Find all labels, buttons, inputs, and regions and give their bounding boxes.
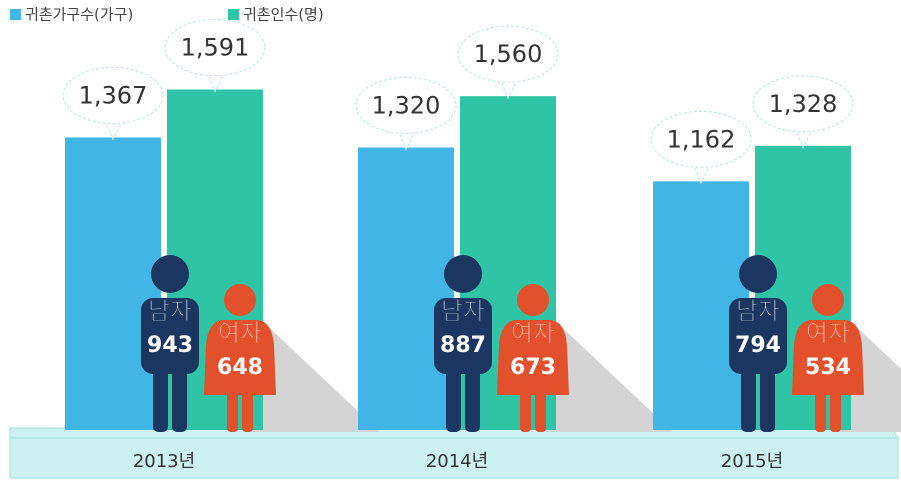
head bbox=[224, 284, 256, 316]
callout bbox=[499, 77, 519, 100]
legend-swatch bbox=[10, 9, 21, 20]
value-label: 1,328 bbox=[769, 90, 838, 118]
leg bbox=[465, 360, 480, 432]
bar bbox=[358, 147, 454, 430]
torso bbox=[141, 298, 199, 374]
head bbox=[739, 255, 777, 293]
head bbox=[151, 255, 189, 293]
leg bbox=[830, 390, 841, 432]
legend-label: 귀촌가구수(가구) bbox=[25, 6, 133, 24]
dress bbox=[497, 320, 569, 395]
x-tick-label: 2014년 bbox=[426, 451, 488, 472]
value-label: 1,560 bbox=[474, 40, 543, 68]
man-figure bbox=[434, 255, 492, 432]
leg bbox=[520, 390, 531, 432]
callout bbox=[397, 129, 417, 151]
figure-label: 여자 bbox=[218, 319, 262, 347]
figure-value: 673 bbox=[510, 355, 556, 380]
head bbox=[812, 284, 844, 316]
leg bbox=[242, 390, 253, 432]
callout bbox=[206, 71, 226, 93]
figure-shadow bbox=[533, 300, 673, 432]
dress bbox=[792, 320, 864, 395]
figure-label: 여자 bbox=[806, 319, 850, 347]
head bbox=[444, 255, 482, 293]
value-label: 1,367 bbox=[79, 81, 148, 109]
leg bbox=[172, 360, 187, 432]
figure-value: 648 bbox=[217, 355, 263, 380]
woman-figure bbox=[497, 284, 569, 432]
figure-label: 남자 bbox=[148, 297, 192, 325]
bar bbox=[65, 137, 161, 430]
head bbox=[517, 284, 549, 316]
man-figure bbox=[729, 255, 787, 432]
woman-figure bbox=[792, 284, 864, 432]
leg bbox=[815, 390, 826, 432]
leg bbox=[446, 360, 461, 432]
dress bbox=[204, 320, 276, 395]
callout bbox=[104, 119, 124, 141]
value-label: 1,162 bbox=[667, 125, 736, 153]
figure-value: 794 bbox=[735, 333, 781, 358]
leg bbox=[760, 360, 775, 432]
callout bbox=[62, 66, 164, 124]
value-label: 1,320 bbox=[372, 92, 441, 120]
figure-label: 남자 bbox=[736, 297, 780, 325]
callout bbox=[650, 110, 752, 168]
figure-label: 여자 bbox=[511, 319, 555, 347]
x-tick-label: 2013년 bbox=[133, 451, 195, 472]
leg bbox=[535, 390, 546, 432]
legend-swatch bbox=[228, 9, 239, 20]
callout bbox=[457, 25, 559, 83]
leg bbox=[227, 390, 238, 432]
callout bbox=[164, 19, 266, 77]
woman-figure bbox=[204, 284, 276, 432]
value-label: 1,591 bbox=[181, 34, 250, 62]
leg bbox=[153, 360, 168, 432]
legend-label: 귀촌인수(명) bbox=[243, 6, 324, 24]
figure-shadow bbox=[240, 300, 380, 432]
figure-value: 534 bbox=[805, 355, 851, 380]
figure-value: 943 bbox=[147, 333, 193, 358]
callout bbox=[794, 127, 814, 150]
callout bbox=[355, 77, 457, 135]
torso bbox=[729, 298, 787, 374]
x-tick-label: 2015년 bbox=[721, 451, 783, 472]
leg bbox=[741, 360, 756, 432]
callout bbox=[692, 163, 712, 185]
figure-value: 887 bbox=[440, 333, 486, 358]
torso bbox=[434, 298, 492, 374]
figure-label: 남자 bbox=[441, 297, 485, 325]
man-figure bbox=[141, 255, 199, 432]
callout bbox=[752, 75, 854, 133]
